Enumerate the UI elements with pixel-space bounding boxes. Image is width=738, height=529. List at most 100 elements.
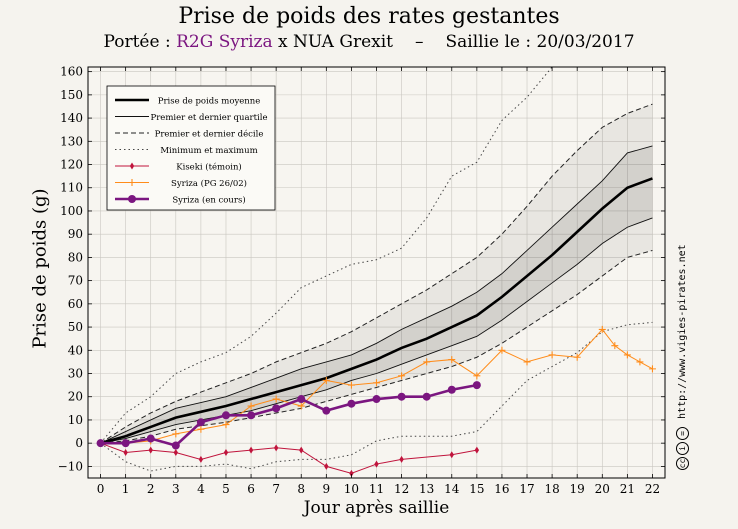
- syriza-point: [221, 411, 230, 420]
- syriza-pg-point: [322, 376, 330, 384]
- x-tick-label: 19: [570, 482, 585, 496]
- y-tick-label: 120: [60, 158, 83, 172]
- chart-title: Prise de poids des rates gestantes: [178, 4, 560, 29]
- syriza-pg-point: [611, 342, 619, 350]
- syriza-point: [146, 434, 155, 443]
- x-tick-label: 13: [419, 482, 434, 496]
- y-tick-label: 40: [68, 343, 83, 357]
- x-tick-label: 3: [172, 482, 180, 496]
- decile-band: [100, 104, 653, 444]
- cc-icon: cc: [676, 457, 689, 470]
- mean-line: [100, 177, 653, 445]
- syriza-pg-point: [247, 402, 255, 410]
- kiseki-point: [349, 469, 354, 477]
- legend-label: Syriza (en cours): [172, 195, 245, 206]
- x-tick-label: 0: [97, 482, 105, 496]
- y-tick-label: 90: [68, 227, 83, 241]
- syriza-point: [472, 381, 481, 390]
- legend-label: Prise de poids moyenne: [158, 97, 261, 107]
- syriza-point: [196, 418, 205, 427]
- y-tick-label: 20: [68, 390, 83, 404]
- syriza-point: [171, 441, 180, 450]
- subtitle-middle: x NUA Grexit: [272, 32, 393, 52]
- x-tick-label: 6: [247, 482, 255, 496]
- tick-labels: 0 1 2 3 4 5 6 7 8 9 10 11 12 13 14 15 16 17 18 19 20 21 22−100…: [58, 65, 660, 496]
- syriza-point: [96, 439, 105, 448]
- syriza-pg-point: [197, 425, 205, 433]
- legend-label: Minimum et maximum: [160, 146, 257, 156]
- y-tick-label: 30: [68, 367, 83, 381]
- chart-subtitle: Portée : R2G Syriza x NUA Grexit – Saillie…: [0, 32, 738, 52]
- kiseki-point: [198, 455, 204, 463]
- x-tick-label: 2: [147, 482, 155, 496]
- syriza-pg-point: [398, 372, 406, 380]
- y-tick-label: 0: [75, 436, 83, 450]
- y-tick-label: 130: [60, 134, 83, 148]
- syriza-pg-point: [498, 346, 506, 354]
- syriza-point: [297, 395, 306, 404]
- x-tick-label: 5: [222, 482, 230, 496]
- syriza-point: [121, 439, 130, 448]
- syriza-pg-point: [297, 402, 305, 410]
- y-tick-label: 110: [60, 181, 83, 195]
- min-line: [100, 321, 653, 472]
- legend: Prise de poids moyenne Premier et dernier…: [106, 85, 276, 211]
- y-tick-label: 70: [68, 274, 83, 288]
- legend-label: Premier et dernier décile: [155, 129, 264, 140]
- legend-label: Kiseki (témoin): [176, 162, 241, 173]
- y-tick-label: 100: [60, 204, 83, 218]
- kiseki-point: [374, 460, 379, 468]
- syriza-point: [372, 395, 381, 404]
- kiseki-point: [399, 455, 404, 463]
- max-line: [100, 67, 553, 444]
- syriza-point: [347, 399, 356, 408]
- syriza-pg-point: [222, 421, 230, 429]
- legend-box: [106, 85, 276, 211]
- y-tick-label: −10: [58, 459, 83, 473]
- x-tick-label: 1: [122, 482, 130, 496]
- x-axis-label: Jour après saillie: [303, 498, 450, 518]
- y-tick-label: 10: [68, 413, 83, 427]
- subtitle-suffix: Saillie le : 20/03/2017: [445, 32, 635, 52]
- x-tick-label: 18: [544, 482, 559, 496]
- quartile-low-line: [100, 217, 653, 444]
- decile-high-line: [100, 103, 653, 444]
- kiseki-point: [449, 451, 454, 459]
- syriza-pg-point: [598, 325, 606, 333]
- syriza-point: [447, 385, 456, 394]
- x-tick-label: 14: [444, 482, 460, 496]
- y-tick-label: 80: [68, 250, 83, 264]
- y-axis-label: Prise de poids (g): [29, 188, 51, 349]
- legend-marker: [128, 195, 136, 203]
- x-tick-label: 17: [519, 482, 534, 496]
- syriza-pg-point: [523, 358, 531, 366]
- syriza-pg-point: [347, 381, 355, 389]
- syriza-point: [397, 392, 406, 401]
- subtitle-highlight: R2G Syriza: [176, 32, 273, 52]
- x-tick-label: 21: [620, 482, 635, 496]
- kiseki-point: [223, 448, 229, 456]
- syriza-pg-point: [172, 430, 180, 438]
- kiseki-point: [299, 446, 304, 454]
- subtitle-dash: –: [415, 32, 424, 52]
- syriza-pg-point: [272, 395, 280, 403]
- legend-marker: [129, 162, 135, 170]
- kiseki-point: [173, 448, 179, 456]
- kiseki-point: [123, 448, 128, 456]
- x-tick-label: 7: [272, 482, 280, 496]
- y-tick-label: 60: [68, 297, 83, 311]
- y-tick-label: 150: [60, 88, 83, 102]
- syriza-pg-point: [648, 365, 656, 373]
- side-url: http://www.vigies-pirates.net: [677, 244, 688, 419]
- nd-icon: =: [676, 427, 689, 440]
- by-icon: i: [676, 442, 689, 455]
- syriza-pg-point: [473, 372, 481, 380]
- kiseki-point: [248, 446, 254, 454]
- y-tick-label: 50: [68, 320, 83, 334]
- x-tick-label: 8: [297, 482, 305, 496]
- syriza-pg-point: [548, 351, 556, 359]
- plot-content: [96, 67, 656, 477]
- syriza-point: [422, 392, 431, 401]
- syriza-pg-point: [373, 379, 380, 387]
- kiseki-point: [324, 462, 329, 470]
